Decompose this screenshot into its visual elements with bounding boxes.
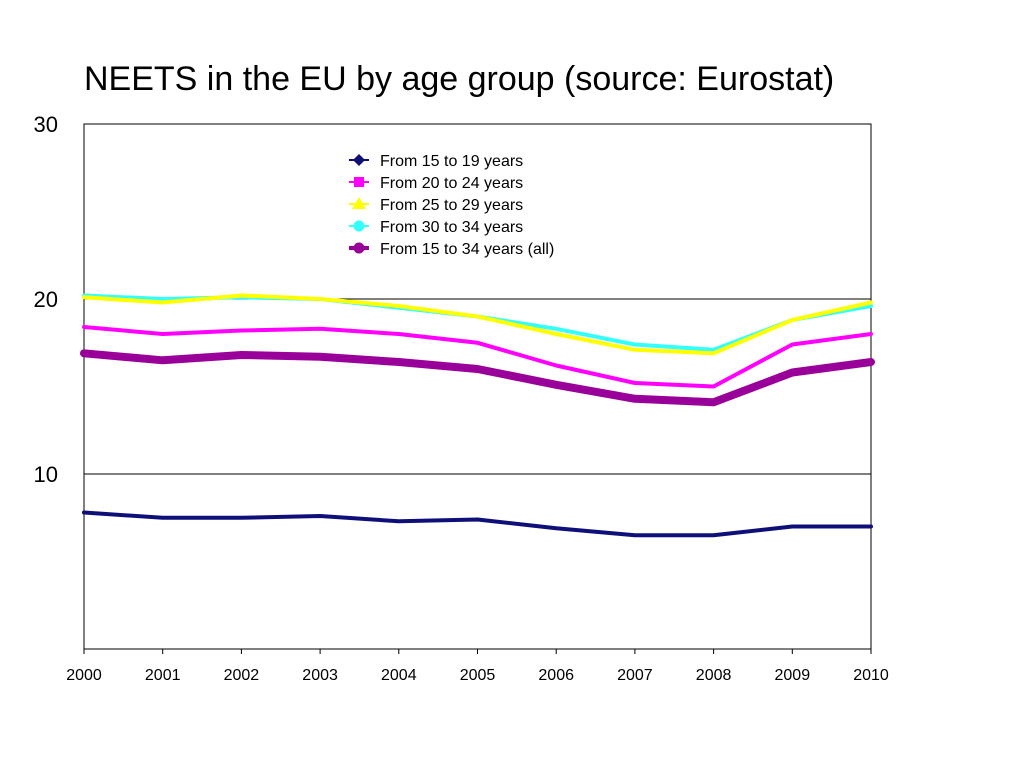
legend-marker-square [354,177,364,187]
x-tick-label: 2001 [145,667,181,684]
axis-labels: 10 20 30 2000 2001 2002 2003 2004 2005 2006 2007 20… [34,112,889,684]
x-tick-label: 2010 [853,667,889,684]
legend-label: From 15 to 34 years (all) [380,241,554,258]
legend-entry-3: From 25 to 29 years [349,197,523,214]
legend-label: From 20 to 24 years [380,175,523,192]
legend-marker-circle [353,220,365,232]
legend-label: From 15 to 19 years [380,153,523,170]
plot-frame [83,123,872,654]
series-line-5 [80,349,875,407]
legend-entry-4: From 30 to 34 years [349,219,523,236]
legend-entry-1: From 15 to 19 years [349,153,523,170]
x-tick-label: 2003 [302,667,338,684]
legend-label: From 25 to 29 years [380,197,523,214]
legend-marker-circle [353,242,365,254]
series-lines [80,293,875,538]
series-line-2 [82,325,873,389]
x-tick-label: 2008 [696,667,732,684]
x-tick-label: 2002 [224,667,260,684]
chart-title: NEETS in the EU by age group (source: Eu… [84,60,835,98]
x-tick-label: 2009 [775,667,811,684]
x-tick-label: 2000 [66,667,102,684]
series-line-1 [82,510,873,538]
legend-entry-2: From 20 to 24 years [349,175,523,192]
x-tick-label: 2004 [381,667,417,684]
y-tick-label: 10 [34,462,58,487]
y-tick-label: 20 [34,287,58,312]
y-tick-label: 30 [34,112,58,137]
legend: From 15 to 19 years From 20 to 24 years Fr… [349,153,554,258]
series-line-3 [82,293,873,356]
legend-marker-diamond [353,154,365,166]
legend-entry-5: From 15 to 34 years (all) [349,241,554,258]
x-tick-label: 2006 [538,667,574,684]
x-tick-label: 2007 [617,667,653,684]
legend-marker-triangle [352,197,366,209]
x-tick-label: 2005 [460,667,496,684]
legend-label: From 30 to 34 years [380,219,523,236]
